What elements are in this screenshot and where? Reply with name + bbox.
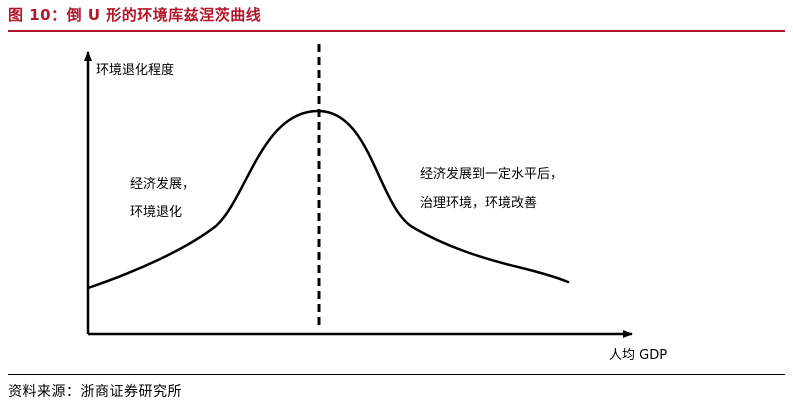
figure-title: 图 10：倒 U 形的环境库兹涅茨曲线 <box>8 6 262 24</box>
title-divider <box>8 30 785 32</box>
y-axis-label: 环境退化程度 <box>96 62 174 78</box>
source-divider <box>8 374 785 375</box>
inverted-u-curve <box>86 109 570 290</box>
source-note: 资料来源：浙商证券研究所 <box>8 384 182 400</box>
right-annotation-line2: 治理环境，环境改善 <box>420 195 537 211</box>
left-annotation-line1: 经济发展， <box>130 176 195 192</box>
left-annotation-line2: 环境退化 <box>130 205 182 220</box>
right-annotation-line1: 经济发展到一定水平后， <box>420 166 563 182</box>
x-axis-label: 人均 GDP <box>609 348 667 363</box>
